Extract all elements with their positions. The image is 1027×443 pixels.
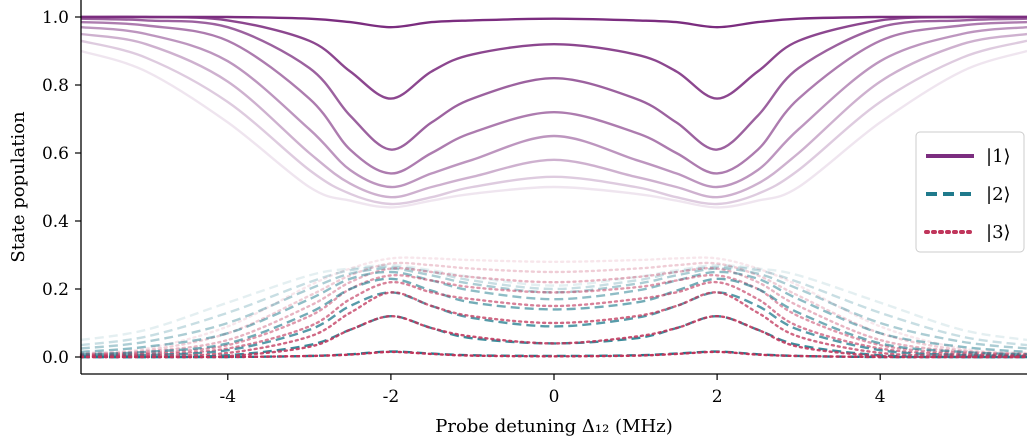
- series-line-state-3-8: [79, 256, 1027, 355]
- series-layer: [79, 15, 1027, 359]
- legend-label: |1⟩: [986, 146, 1011, 167]
- x-axis-label: Probe detuning Δ₁₂ (MHz): [435, 416, 672, 437]
- series-line-state-1-4: [80, 20, 1027, 175]
- y-tick-label: 0.4: [42, 212, 69, 232]
- series-line-state-1-3: [80, 17, 1027, 151]
- series-line-state-2-7: [80, 265, 1027, 347]
- x-tick-label: 4: [875, 387, 886, 407]
- x-tick-label: -4: [220, 387, 237, 407]
- series-line-state-1-1: [81, 15, 1027, 29]
- series-line-state-1-5: [80, 26, 1027, 189]
- series-line-state-1-6: [80, 32, 1027, 199]
- series-line-state-2-4: [80, 277, 1027, 356]
- series-line-state-2-5: [80, 270, 1027, 354]
- ticks-layer: -4 -2 0 2 4 0.0 0.2 0.4 0.6 0.8 1.0: [42, 8, 886, 407]
- series-line-state-3-3: [79, 291, 1027, 358]
- y-tick-label: 0.6: [42, 144, 69, 164]
- series-line-state-3-2: [79, 314, 1027, 359]
- series-line-state-1-8: [80, 49, 1027, 209]
- y-tick-label: 0.8: [42, 76, 69, 96]
- series-line-state-2-8: [80, 263, 1027, 342]
- legend-label: |2⟩: [986, 184, 1011, 205]
- x-tick-label: 2: [712, 387, 723, 407]
- legend-items: |1⟩ |2⟩ |3⟩: [924, 146, 1011, 243]
- y-axis-label: State population: [8, 111, 29, 263]
- series-line-state-3-6: [79, 266, 1027, 356]
- y-tick-label: 1.0: [42, 8, 69, 28]
- series-line-state-3-4: [79, 280, 1027, 357]
- y-tick-label: 0.0: [42, 348, 69, 368]
- series-line-state-3-1: [79, 350, 1027, 359]
- series-line-state-2-3: [80, 291, 1027, 358]
- series-line-state-1-2: [80, 15, 1027, 100]
- series-line-state-3-5: [79, 273, 1027, 357]
- x-tick-label: 0: [549, 387, 560, 407]
- series-line-state-1-7: [80, 39, 1027, 206]
- legend-label: |3⟩: [986, 222, 1011, 243]
- x-tick-label: -2: [383, 387, 400, 407]
- y-tick-label: 0.2: [42, 280, 69, 300]
- legend: |1⟩ |2⟩ |3⟩: [915, 131, 1025, 253]
